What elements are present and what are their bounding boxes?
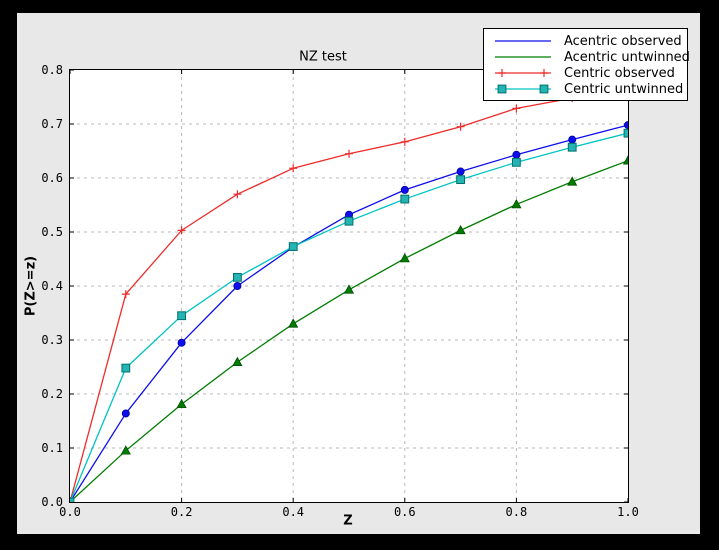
data-point-marker-triangle [232,356,243,366]
data-point-marker-plus [177,226,186,235]
legend-marker-plus [540,69,548,77]
y-tick-label: 0.5 [41,225,63,239]
series-line [70,86,628,502]
chart-title: NZ test [299,49,347,65]
data-point-marker-triangle [455,224,466,235]
data-point-marker-circle [512,150,521,159]
data-point-marker-square [567,142,577,152]
data-point-marker-square [400,194,410,204]
legend-marker-plus [498,69,506,77]
legend-entry: Centric observed [492,65,687,81]
plot-svg [70,70,628,502]
data-point-marker-square [456,175,466,185]
y-tick-label: 0.8 [41,63,63,77]
data-point-marker-triangle [622,155,628,165]
plot-area [69,69,629,503]
data-point-marker-plus [400,137,409,146]
data-point-marker-circle [456,167,465,176]
data-point-marker-plus [512,104,521,113]
data-point-marker-square [623,128,628,138]
legend-line-sample [495,56,551,58]
data-point-marker-circle [568,135,577,144]
data-point-marker-plus [345,149,353,158]
data-point-marker-triangle [176,398,187,409]
data-point-marker-triangle [343,284,355,294]
x-tick-label: 0.0 [59,505,81,519]
data-point-marker-circle [400,185,409,194]
data-point-marker-triangle [399,253,410,263]
data-point-marker-circle [624,121,628,130]
data-point-marker-plus [456,122,465,131]
data-point-marker-square [233,272,242,282]
x-tick-label: 0.6 [393,505,416,519]
x-axis-label: Z [343,513,353,529]
y-tick-label: 0.7 [41,117,63,131]
data-point-marker-triangle [288,318,299,328]
legend-entry: Acentric untwinned [492,49,690,65]
legend-box: Acentric observed Acentric untwinned Centr… [483,28,690,101]
data-point-marker-triangle [511,199,522,209]
legend-line-sample [495,69,551,77]
x-tick-label: 0.4 [282,505,305,519]
series-line [70,124,628,502]
legend-entry-label: Centric observed [564,65,675,81]
data-point-marker-square [177,311,186,321]
legend-line-sample [495,84,551,94]
data-point-marker-square [344,216,354,226]
data-point-marker-square [512,157,521,167]
data-point-marker-plus [233,190,242,199]
y-tick-label: 0.1 [41,441,63,455]
x-tick-label: 0.8 [505,505,528,519]
y-tick-label: 0.6 [41,171,63,185]
y-tick-label: 0.4 [41,279,63,293]
data-point-marker-circle [177,338,186,347]
data-point-marker-plus [289,164,298,173]
legend-entry-label: Acentric observed [564,33,682,49]
y-tick-label: 0.2 [41,387,63,401]
y-tick-label: 0.3 [41,333,63,347]
data-point-marker-circle [121,409,130,418]
data-point-marker-plus [121,290,130,299]
figure-canvas: NZ test 0.0 0.2 0.4 0.6 0.8 1.0 0.0 0.1 0.2 0.3 0… [17,13,700,534]
y-tick-label: 0.0 [41,495,63,509]
x-tick-label: 1.0 [617,505,639,519]
legend-entry: Centric untwinned [492,81,687,97]
legend-marker-square [539,84,549,94]
data-point-marker-square [121,363,131,373]
data-point-marker-circle [233,281,242,290]
legend-line-sample [495,40,551,42]
legend-entry-label: Centric untwinned [564,81,684,97]
data-point-marker-triangle [120,445,131,455]
x-tick-label: 0.2 [170,505,193,519]
y-axis-label: P(Z>=z) [23,255,39,317]
data-point-marker-triangle [567,176,578,186]
legend-marker-square [497,84,507,94]
legend-entry: Acentric observed [492,33,687,49]
data-point-marker-square [288,242,298,251]
series-line [70,132,628,502]
data-point-marker-square [70,497,75,502]
legend-entry-label: Acentric untwinned [564,49,690,65]
